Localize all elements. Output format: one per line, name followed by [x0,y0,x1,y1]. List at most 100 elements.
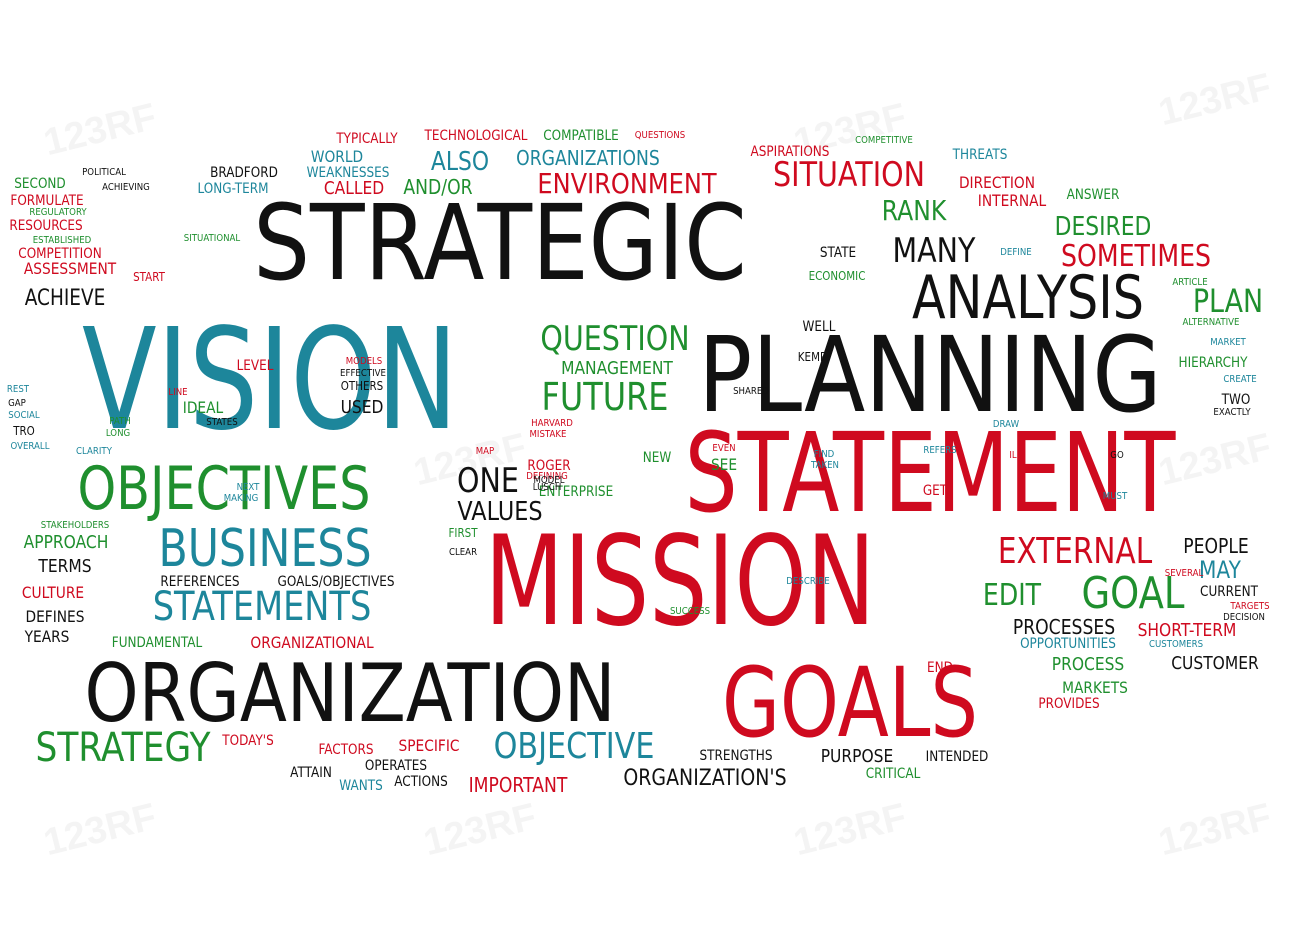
cloud-word: IDEAL [182,398,224,417]
cloud-word: SUCCESS [669,606,711,617]
cloud-word: OBJECTIVE [493,726,655,767]
cloud-word: REFERS [923,445,957,456]
cloud-word: PEOPLE [1183,534,1249,558]
cloud-word: MANY [892,231,976,271]
cloud-word: SECOND [14,176,66,192]
cloud-word: QUESTIONS [634,130,686,141]
cloud-word: IL [1009,450,1017,461]
cloud-word: PROCESS [1051,654,1125,675]
cloud-word: ASPIRATIONS [750,144,830,160]
cloud-word: CLARITY [76,446,112,457]
cloud-word: VISION [81,299,459,462]
cloud-word: DESCRIBE [786,576,830,587]
cloud-word: DEFINES [25,607,85,626]
cloud-word: USED [340,397,384,418]
cloud-word: ESTABLISHED [32,235,92,246]
cloud-word: BRADFORD [210,165,278,181]
cloud-word: CUSTOMER [1171,653,1259,674]
cloud-word: HARVARD [531,418,573,429]
cloud-word: CREATE [1223,374,1257,385]
cloud-word: CRITICAL [865,766,921,782]
cloud-word: FORMULATE [10,193,84,209]
cloud-word: TODAY'S [222,733,274,749]
cloud-word: LONG [105,428,131,439]
cloud-word: MAKING [223,493,259,504]
cloud-word: OBJECTIVES [77,454,371,524]
cloud-word: PLAN [1192,282,1264,320]
cloud-word: NEW [642,450,672,466]
cloud-word: QUESTION [540,319,690,359]
cloud-word: HIERARCHY [1178,355,1248,371]
cloud-word: EDIT [982,578,1042,613]
cloud-word: DEFINE [1000,247,1032,258]
cloud-word: EXTERNAL [997,531,1153,572]
cloud-word: FIRST [448,526,478,540]
cloud-word: SEVERAL [1164,568,1204,579]
cloud-word: GOAL [1081,568,1185,619]
cloud-word: CLEAR [448,547,478,558]
cloud-word: ANALYSIS [911,263,1145,333]
cloud-word: DRAW [992,419,1020,430]
cloud-word: EXACTLY [1213,407,1251,418]
cloud-word: ANSWER [1066,187,1120,203]
cloud-word: LONG-TERM [197,181,269,197]
cloud-word: ONE [457,461,519,501]
cloud-word: GOALS/OBJECTIVES [277,574,395,590]
cloud-word: INTENDED [925,749,989,765]
cloud-word: CULTURE [21,583,85,602]
cloud-word: TWO [1221,392,1251,408]
cloud-word: START [133,270,165,284]
cloud-word: STATE [819,245,857,261]
cloud-word: DECISION [1223,612,1265,623]
cloud-word: POLITICAL [82,167,126,178]
cloud-word: WELL [802,319,836,335]
cloud-word: SOMETIMES [1061,239,1211,274]
cloud-word: MARKETS [1062,678,1128,697]
cloud-word: COMPATIBLE [543,128,619,144]
cloud-word: ORGANIZATIONS [516,146,660,170]
cloud-word: FIND [813,449,835,460]
cloud-word: SPECIFIC [398,736,460,755]
cloud-word: FUTURE [541,375,669,419]
cloud-word: WORLD [310,147,364,166]
watermark-logo: 123RF [1154,65,1276,135]
cloud-word: ASSESSMENT [23,259,117,278]
cloud-word: ALTERNATIVE [1182,317,1240,328]
cloud-word: SEE [710,455,738,474]
cloud-word: ENVIRONMENT [537,167,717,200]
watermark-logo: 123RF [39,795,161,865]
cloud-word: REGULATORY [29,207,87,218]
cloud-word: OPERATES [364,758,428,774]
cloud-word: SHARED [733,386,769,397]
cloud-word: PURPOSE [820,746,894,767]
cloud-word: LINE [168,387,188,398]
cloud-word: TRO [13,424,35,438]
cloud-word: CURRENT [1200,584,1258,600]
cloud-word: MISSION [484,510,876,654]
cloud-word: DIRECTION [958,173,1036,192]
cloud-word: PROVIDES [1038,696,1100,712]
cloud-word: BUSINESS [158,519,372,579]
cloud-word: TERMS [38,556,92,577]
cloud-word: DESIRED [1054,212,1152,242]
cloud-word: INTERNAL [977,191,1047,210]
cloud-word: THREATS [952,147,1008,163]
cloud-word: GOALS [721,647,979,759]
cloud-word: ORGANIZATION'S [623,766,787,791]
cloud-word: FACTORS [318,742,374,758]
cloud-word: CALLED [323,178,385,199]
cloud-word: ACHIEVE [24,286,106,311]
cloud-word: APPROACH [23,532,109,553]
cloud-word: SITUATIONAL [183,233,241,244]
cloud-word: REFERENCES [160,574,240,590]
cloud-word: ORGANIZATIONAL [250,633,374,652]
cloud-word: IMPORTANT [468,773,568,797]
cloud-word: YEARS [24,627,70,646]
cloud-word: END [927,660,953,676]
cloud-word: PROCESSES [1012,615,1116,639]
cloud-word: NEXT [236,482,260,493]
cloud-word: ORGANIZATION [84,647,616,740]
cloud-word: MODEL [533,475,565,486]
cloud-word: RANK [881,194,947,227]
cloud-word: OPPORTUNITIES [1020,636,1116,652]
